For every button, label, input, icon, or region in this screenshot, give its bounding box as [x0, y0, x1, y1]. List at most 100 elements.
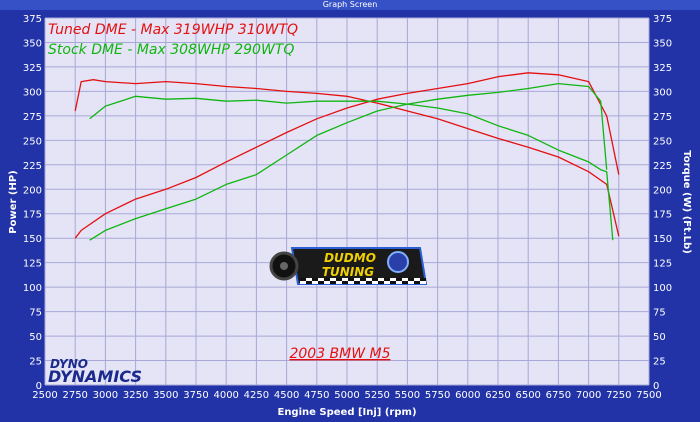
- y2-tick-label-2: 50: [653, 332, 666, 343]
- y2-tick-label-5: 125: [653, 259, 672, 270]
- checker-square: [342, 281, 348, 284]
- x-tick-label-1: 2750: [62, 390, 87, 401]
- checker-square: [354, 281, 360, 284]
- y2-tick-label-4: 100: [653, 283, 672, 294]
- checker-square: [360, 278, 366, 281]
- y-tick-label-2: 50: [29, 332, 42, 343]
- y2-tick-label-6: 150: [653, 234, 672, 245]
- y-tick-label-9: 225: [23, 161, 42, 172]
- checker-square: [330, 281, 336, 284]
- y-tick-label-4: 100: [23, 283, 42, 294]
- checker-square: [366, 281, 372, 284]
- y2-tick-label-0: 0: [653, 381, 659, 392]
- y-tick-label-0: 0: [36, 381, 42, 392]
- x-tick-label-15: 6250: [485, 390, 510, 401]
- y2-tick-labels: 0 25 50 75 100 125 150 175 200 225 250 275 300 325 350…: [653, 14, 672, 392]
- checker-square: [306, 281, 312, 284]
- y2-tick-label-11: 275: [653, 112, 672, 123]
- y-axis-title: Power (HP): [8, 170, 19, 233]
- checker-square: [384, 278, 390, 281]
- window-title: Graph Screen: [0, 0, 700, 10]
- x-tick-label-5: 3750: [183, 390, 208, 401]
- y-tick-labels: 0 25 50 75 100 125 150 175 200 225 250 275 300 325 350…: [23, 14, 42, 392]
- tuning-logo-bottom: TUNING: [322, 265, 374, 279]
- y-tick-label-5: 125: [23, 259, 42, 270]
- checker-square: [312, 278, 318, 281]
- x-tick-label-16: 6500: [515, 390, 540, 401]
- turbo-icon: [387, 251, 409, 273]
- legend-stock: Stock DME - Max 308WHP 290WTQ: [48, 42, 294, 58]
- tire-hub-icon: [280, 262, 288, 270]
- dyno-dynamics-logo: DYNO DYNAMICS: [48, 357, 142, 386]
- checker-square: [336, 278, 342, 281]
- series-line-stock-dme-power: [89, 82, 608, 241]
- x-tick-label-11: 5250: [364, 390, 389, 401]
- y2-tick-label-9: 225: [653, 161, 672, 172]
- checker-square: [408, 278, 414, 281]
- y-tick-label-6: 150: [23, 234, 42, 245]
- x-tick-label-12: 5500: [395, 390, 420, 401]
- y2-tick-label-12: 300: [653, 87, 672, 98]
- y2-tick-label-8: 200: [653, 185, 672, 196]
- series-curves: [74, 72, 620, 241]
- checker-square: [402, 281, 408, 284]
- checker-square: [324, 278, 330, 281]
- y-tick-label-3: 75: [29, 308, 42, 319]
- chart-annotation: 2003 BMW M5: [289, 346, 390, 362]
- x-tick-label-17: 6750: [546, 390, 571, 401]
- y-tick-label-10: 250: [23, 136, 42, 147]
- legend-tuned: Tuned DME - Max 319WHP 310WTQ: [48, 22, 298, 38]
- x-tick-label-3: 3250: [123, 390, 148, 401]
- y2-tick-label-15: 375: [653, 14, 672, 25]
- x-tick-label-18: 7000: [576, 390, 601, 401]
- y2-axis-title: Torque (W) (Ft.Lb): [681, 150, 692, 254]
- y-tick-label-8: 200: [23, 185, 42, 196]
- checkered-pattern: [300, 278, 426, 284]
- x-tick-label-4: 3500: [153, 390, 178, 401]
- x-tick-label-19: 7250: [606, 390, 631, 401]
- x-tick-label-7: 4250: [244, 390, 269, 401]
- x-tick-label-20: 7500: [636, 390, 661, 401]
- x-tick-label-6: 4000: [213, 390, 238, 401]
- y-tick-label-11: 275: [23, 112, 42, 123]
- x-axis-title: Engine Speed [Inj] (rpm): [277, 407, 416, 418]
- x-tick-label-10: 5000: [334, 390, 359, 401]
- checker-square: [396, 278, 402, 281]
- tuning-logo-top: DUDMO: [324, 251, 376, 265]
- x-tick-label-14: 6000: [455, 390, 480, 401]
- y-tick-label-13: 325: [23, 63, 42, 74]
- x-tick-labels: 2500 2750 3000 3250 3500 3750 4000 4250 4500 4750…: [32, 390, 661, 401]
- y2-tick-label-3: 75: [653, 308, 666, 319]
- checker-square: [414, 281, 420, 284]
- dyno-logo-bottom: DYNAMICS: [48, 367, 142, 386]
- x-tick-label-2: 3000: [93, 390, 118, 401]
- y-tick-label-7: 175: [23, 210, 42, 221]
- y2-tick-label-10: 250: [653, 136, 672, 147]
- x-tick-label-9: 4750: [304, 390, 329, 401]
- series-line-tuned-dme-torque: [74, 79, 620, 237]
- y2-tick-label-14: 350: [653, 38, 672, 49]
- series-line-stock-dme-torque: [89, 95, 614, 241]
- checker-square: [378, 281, 384, 284]
- y-tick-label-15: 375: [23, 14, 42, 25]
- x-tick-label-0: 2500: [32, 390, 57, 401]
- grid: [44, 17, 650, 386]
- checker-square: [348, 278, 354, 281]
- y-tick-label-14: 350: [23, 38, 42, 49]
- checker-square: [300, 278, 306, 281]
- checker-square: [390, 281, 396, 284]
- y-tick-label-1: 25: [29, 357, 42, 368]
- y2-tick-label-13: 325: [653, 63, 672, 74]
- dyno-logo-top: DYNO: [50, 357, 88, 371]
- y-tick-label-12: 300: [23, 87, 42, 98]
- y2-tick-label-1: 25: [653, 357, 666, 368]
- checker-square: [420, 278, 426, 281]
- checker-square: [318, 281, 324, 284]
- y2-tick-label-7: 175: [653, 210, 672, 221]
- x-tick-label-8: 4500: [274, 390, 299, 401]
- x-tick-label-13: 5750: [425, 390, 450, 401]
- series-line-tuned-dme-power: [74, 72, 620, 239]
- dudmo-tuning-logo: DUDMO TUNING: [269, 247, 428, 285]
